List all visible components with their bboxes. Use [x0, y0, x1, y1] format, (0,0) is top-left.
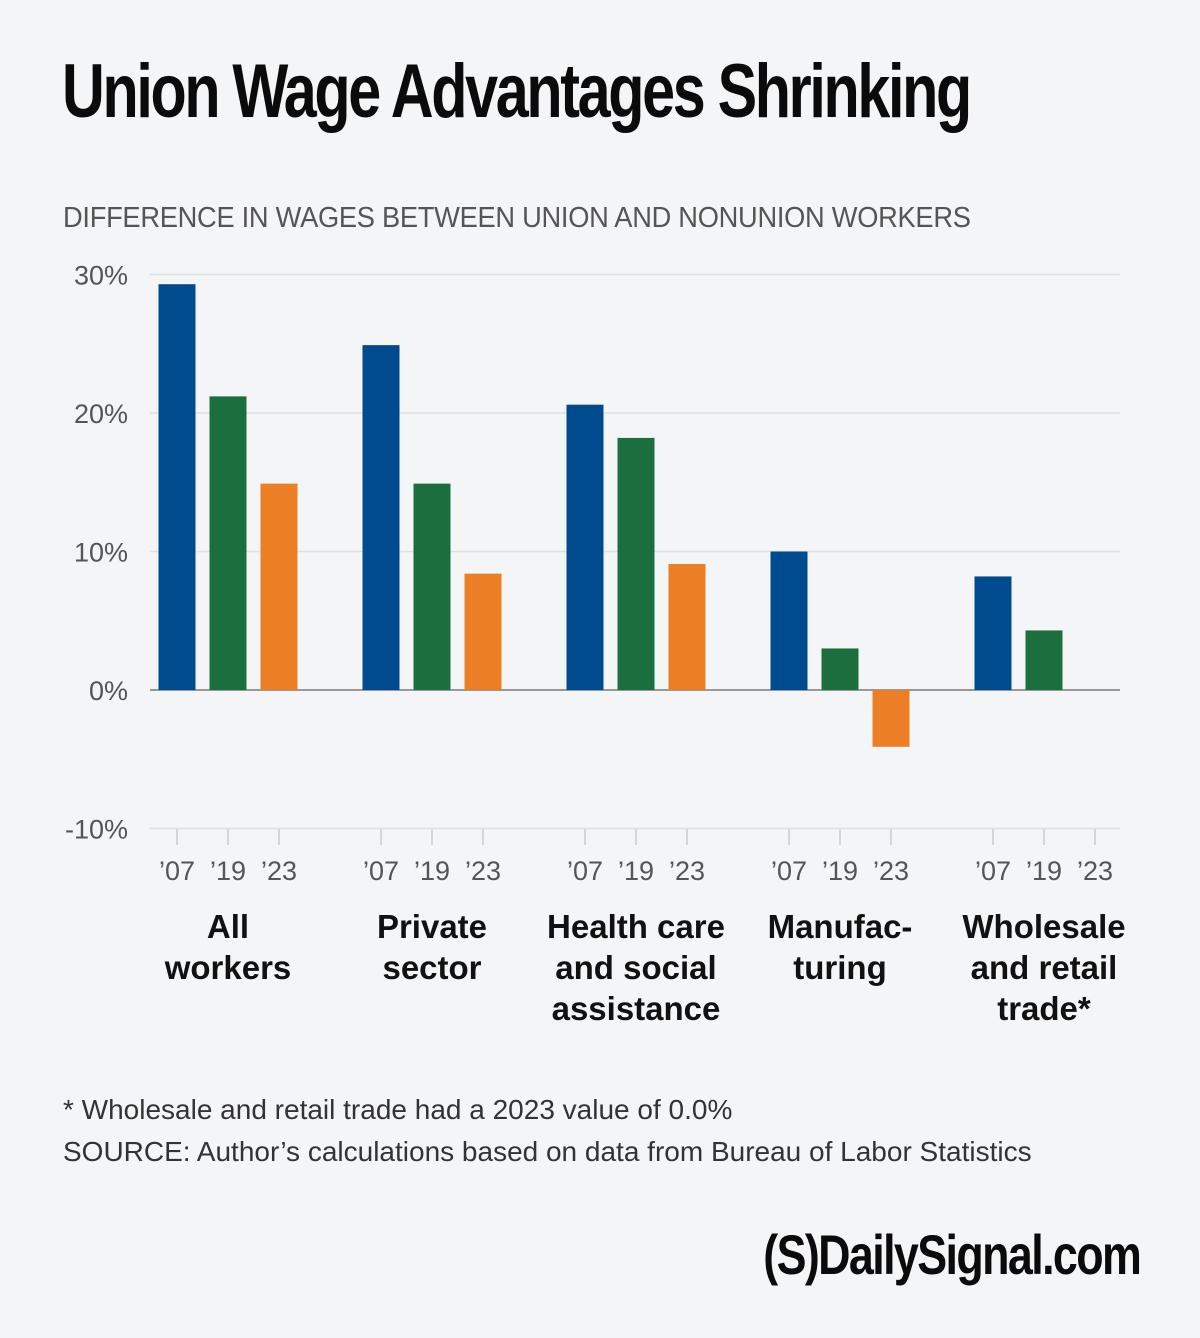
category-label: trade*: [997, 990, 1091, 1027]
y-tick-label: 0%: [89, 676, 128, 706]
category-label: workers: [164, 949, 292, 986]
chart-subtitle: DIFFERENCE IN WAGES BETWEEN UNION AND NO…: [63, 202, 971, 234]
category-label: sector: [382, 949, 481, 986]
y-tick-label: -10%: [65, 815, 128, 845]
bar: [260, 483, 298, 690]
bar: [566, 404, 604, 690]
bar: [362, 345, 400, 690]
x-tick-label: ’07: [567, 856, 603, 886]
category-label: All: [207, 908, 249, 945]
y-tick-label: 30%: [74, 261, 128, 291]
daily-signal-logo: (S)DailySignal.com: [763, 1223, 1142, 1286]
x-tick-label: ’23: [873, 856, 909, 886]
bar: [464, 573, 502, 690]
category-label: Health care: [547, 908, 725, 945]
bar: [209, 396, 247, 690]
x-tick-label: ’23: [1077, 856, 1113, 886]
y-tick-label: 20%: [74, 399, 128, 429]
category-label: Manufac-: [768, 908, 913, 945]
x-tick-label: ’19: [822, 856, 858, 886]
category-label: and retail: [971, 949, 1118, 986]
category-label: and social: [555, 949, 716, 986]
bar: [413, 483, 451, 690]
bar: [821, 648, 859, 690]
bar: [770, 551, 808, 690]
x-tick-label: ’07: [771, 856, 807, 886]
chart-title: Union Wage Advantages Shrinking: [62, 49, 972, 134]
category-label: Wholesale: [962, 908, 1125, 945]
bar: [668, 563, 706, 690]
x-tick-label: ’19: [210, 856, 246, 886]
bar-chart: 30% 20% 10% 0% -10% ’07 ’19 ’23 All workers ’07 ’19…: [65, 261, 1126, 1028]
category-label: Private: [377, 908, 487, 945]
x-tick-label: ’23: [465, 856, 501, 886]
bar: [617, 437, 655, 690]
category-label: turing: [793, 949, 886, 986]
x-tick-label: ’07: [159, 856, 195, 886]
footnote: * Wholesale and retail trade had a 2023 …: [63, 1094, 733, 1125]
x-tick-label: ’07: [975, 856, 1011, 886]
x-tick-label: ’23: [669, 856, 705, 886]
x-tick-label: ’19: [618, 856, 654, 886]
source-note: SOURCE: Author’s calculations based on d…: [63, 1136, 1032, 1167]
x-tick-label: ’23: [261, 856, 297, 886]
bar: [974, 576, 1012, 690]
bar: [1025, 630, 1063, 690]
y-tick-label: 10%: [74, 538, 128, 568]
x-tick-label: ’07: [363, 856, 399, 886]
category-label: assistance: [552, 990, 721, 1027]
x-tick-label: ’19: [414, 856, 450, 886]
x-tick-label: ’19: [1026, 856, 1062, 886]
bar: [872, 690, 910, 747]
bar: [158, 284, 196, 690]
